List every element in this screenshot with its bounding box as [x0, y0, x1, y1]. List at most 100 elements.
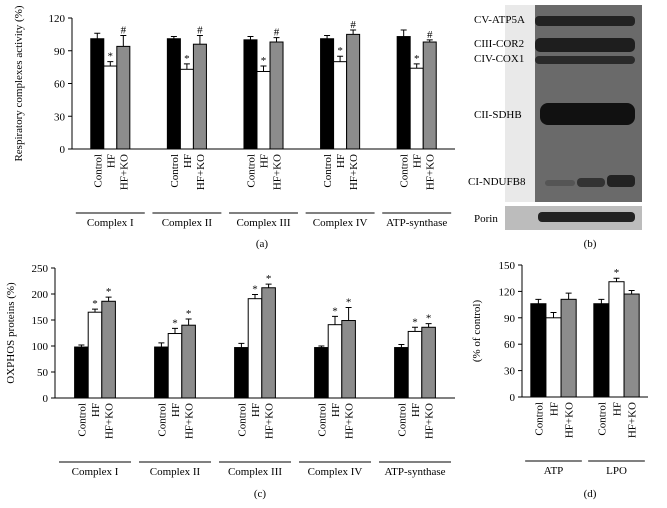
error-bar: [345, 307, 352, 321]
error-bar: [94, 32, 101, 39]
error-bar: [120, 34, 127, 47]
significance-mark: #: [350, 19, 356, 31]
panel-label: (b): [584, 238, 597, 250]
significance-mark: *: [266, 273, 272, 285]
y-tick-label: 0: [43, 393, 49, 405]
bar-label: Control: [236, 403, 248, 437]
bar: [87, 311, 103, 399]
bar: [545, 317, 562, 398]
blot-label: CV-ATP5A: [474, 14, 525, 26]
bar: [154, 346, 169, 399]
bar-label: HF: [330, 403, 342, 417]
bar-label: HF: [410, 403, 422, 417]
bar-label: HF: [105, 154, 117, 168]
bar: [243, 39, 258, 150]
y-tick-label: 60: [54, 79, 66, 91]
bar: [407, 330, 423, 399]
significance-mark: *: [92, 298, 98, 310]
band: [538, 212, 635, 222]
significance-mark: #: [197, 24, 203, 36]
bar-label: HF+KO: [104, 403, 116, 439]
significance-mark: *: [172, 317, 178, 329]
y-tick-label: 100: [32, 341, 49, 353]
bar: [269, 41, 284, 150]
bar-label: HF+KO: [424, 403, 436, 439]
bar-label: Control: [76, 403, 88, 437]
bar: [247, 298, 263, 399]
error-bar: [238, 342, 245, 348]
error-bar: [107, 61, 114, 67]
bar: [320, 38, 335, 150]
bar: [327, 324, 343, 399]
y-tick-label: 150: [499, 260, 516, 272]
x-tick-label: Complex I: [87, 217, 134, 229]
error-bar: [535, 298, 542, 304]
bar: [623, 293, 640, 398]
error-bar: [613, 277, 620, 282]
x-tick-label: Complex IV: [313, 217, 368, 229]
bar: [181, 324, 196, 399]
bar-label: Control: [316, 403, 328, 437]
y-tick-label: 30: [54, 111, 66, 123]
y-axis-label: OXPHOS proteins (%): [5, 282, 17, 384]
x-tick-label: Complex III: [228, 466, 282, 478]
error-bar: [398, 343, 405, 348]
blot-label: CII-SDHB: [474, 109, 522, 121]
bar-label: Control: [596, 402, 608, 436]
blot-panel: CV-ATP5A CIII-COR2 CIV-COX1 CII-SDHB CI-…: [468, 5, 642, 250]
bar-label: HF: [182, 154, 194, 168]
bar: [179, 68, 194, 150]
y-tick-label: 0: [510, 392, 516, 404]
error-bar: [400, 29, 407, 37]
significance-mark: *: [106, 286, 112, 298]
bar-label: Control: [533, 402, 545, 436]
band: [535, 16, 635, 26]
blot-label: CIII-COR2: [474, 38, 524, 50]
error-bar: [92, 308, 98, 313]
band: [577, 178, 605, 187]
bar: [116, 45, 131, 150]
band: [535, 56, 635, 64]
bar: [101, 300, 116, 399]
panel-label: (c): [254, 488, 267, 500]
bar-label: Control: [92, 154, 104, 188]
x-tick-label: Complex I: [72, 466, 119, 478]
x-tick-label: LPO: [606, 465, 627, 477]
significance-mark: *: [426, 313, 432, 325]
error-bar: [337, 55, 344, 62]
significance-mark: #: [427, 29, 433, 41]
error-bar: [273, 37, 280, 43]
band: [607, 175, 635, 187]
bar-label: HF: [412, 154, 424, 168]
bar: [593, 303, 610, 398]
bar: [103, 65, 118, 150]
significance-mark: *: [614, 267, 620, 279]
error-bar: [185, 318, 192, 326]
significance-mark: *: [337, 45, 343, 57]
band: [540, 103, 635, 125]
bar-label: HF+KO: [195, 154, 207, 190]
y-tick-label: 60: [504, 339, 516, 351]
bar-label: HF+KO: [344, 403, 356, 439]
bar-label: Control: [156, 403, 168, 437]
error-bar: [183, 63, 190, 70]
error-bar: [550, 312, 557, 318]
error-bar: [332, 315, 338, 325]
blot-label: CI-NDUFB8: [468, 176, 526, 188]
blot-margin: [505, 5, 535, 202]
x-tick-label: Complex IV: [308, 466, 363, 478]
bar-label: HF: [90, 403, 102, 417]
bar: [192, 43, 207, 150]
y-tick-label: 150: [32, 315, 49, 327]
x-tick-label: ATP: [544, 465, 564, 477]
bar: [333, 61, 348, 150]
panel-label: (a): [256, 238, 269, 250]
bar-label: HF: [250, 403, 262, 417]
bar-label: HF+KO: [348, 154, 360, 190]
error-bar: [196, 34, 203, 45]
panel-label: (d): [584, 488, 597, 500]
significance-mark: *: [332, 305, 338, 317]
error-bar: [628, 290, 635, 295]
bar-label: HF: [549, 402, 561, 416]
bar: [256, 70, 271, 150]
